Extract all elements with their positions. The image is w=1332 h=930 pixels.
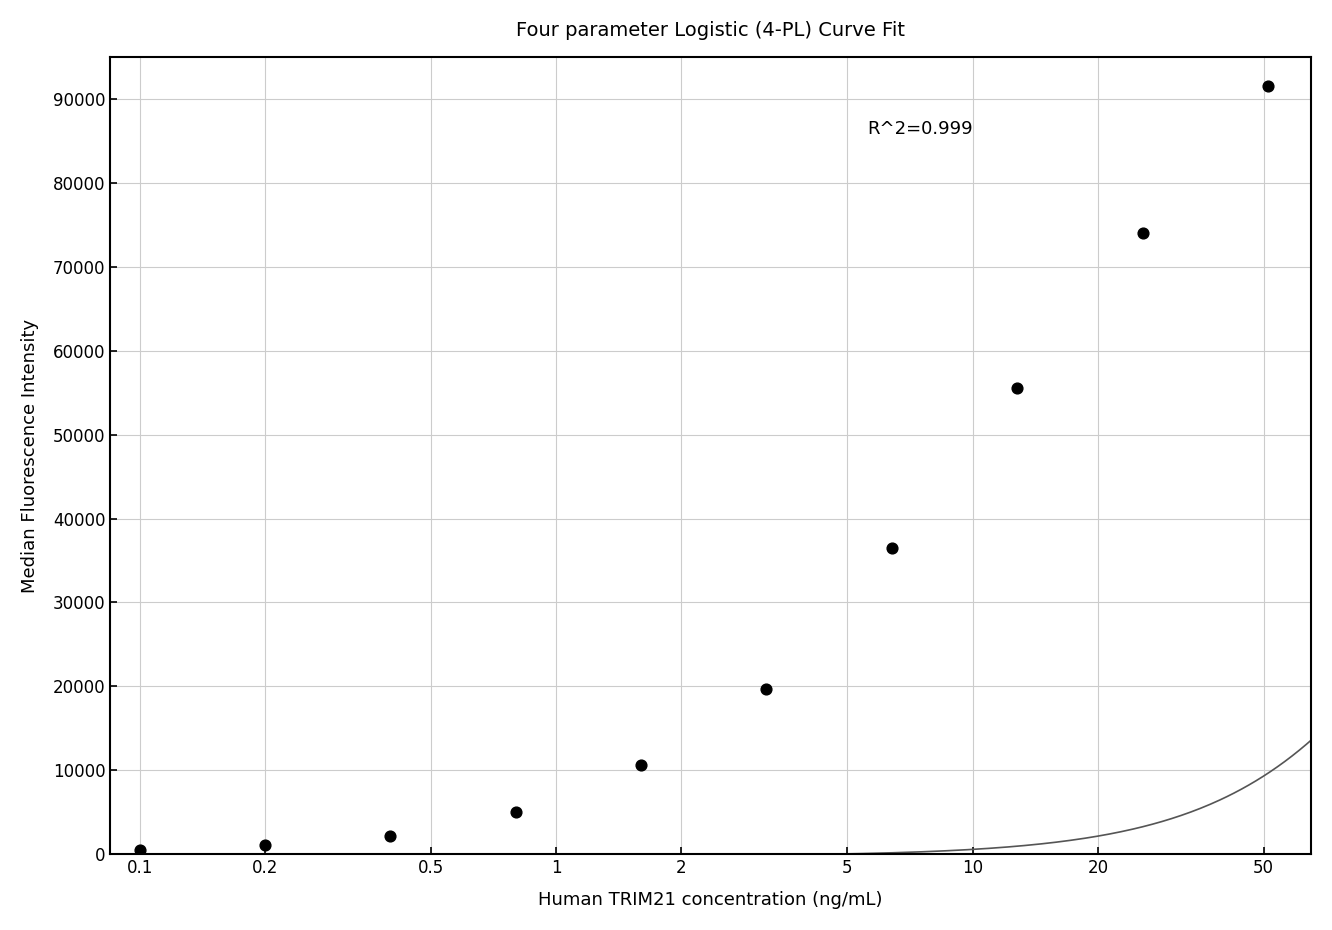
X-axis label: Human TRIM21 concentration (ng/mL): Human TRIM21 concentration (ng/mL): [538, 891, 883, 910]
Text: R^2=0.999: R^2=0.999: [867, 121, 972, 139]
Y-axis label: Median Fluorescence Intensity: Median Fluorescence Intensity: [21, 318, 39, 592]
Point: [1007, 381, 1028, 396]
Point: [630, 757, 651, 772]
Point: [254, 838, 276, 853]
Point: [380, 829, 401, 844]
Point: [755, 682, 777, 697]
Point: [129, 843, 151, 857]
Point: [505, 805, 526, 820]
Point: [882, 540, 903, 555]
Title: Four parameter Logistic (4-PL) Curve Fit: Four parameter Logistic (4-PL) Curve Fit: [517, 20, 906, 40]
Point: [1132, 226, 1154, 241]
Point: [1257, 79, 1279, 94]
